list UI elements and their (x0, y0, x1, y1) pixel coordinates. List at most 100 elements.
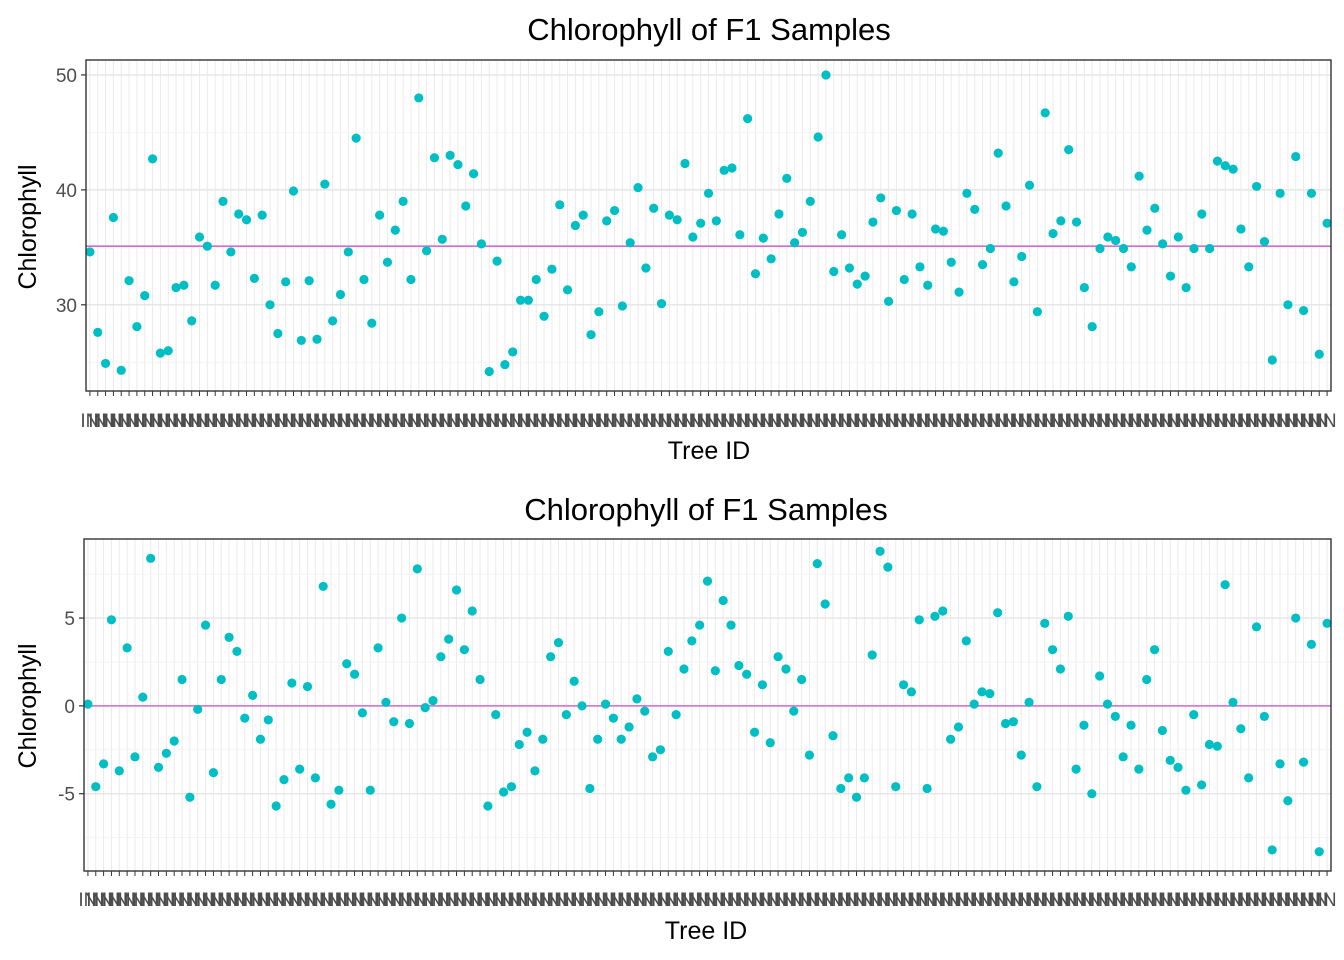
data-point (585, 783, 595, 794)
x-tick-label: IN (274, 890, 293, 911)
data-point (420, 703, 430, 713)
x-tick-label: IN (1012, 890, 1031, 911)
data-point (1220, 161, 1230, 171)
data-point (106, 615, 117, 625)
x-tick-label: IN (478, 890, 497, 911)
x-tick-label: IN (384, 890, 403, 911)
x-tick-label: IN (1043, 890, 1062, 911)
x-tick-label: IN (392, 890, 411, 911)
data-point (648, 752, 658, 762)
x-tick-label: IN (408, 890, 427, 911)
x-tick-label: IN (558, 411, 577, 432)
data-point (695, 620, 705, 630)
x-tick-label: IN (1083, 411, 1102, 432)
data-point (367, 318, 377, 328)
x-tick-label: IN (104, 411, 123, 432)
x-tick-label: IN (1098, 411, 1117, 432)
data-point (382, 257, 393, 267)
data-point (797, 227, 808, 237)
data-point (765, 738, 775, 748)
data-point (837, 230, 847, 240)
data-point (445, 150, 455, 160)
x-tick-label: IN (621, 411, 640, 432)
x-tick-label: IN (1075, 411, 1094, 432)
x-tick-label: IN (659, 890, 678, 911)
x-tick-label: IN (221, 411, 240, 432)
data-point (177, 674, 187, 685)
x-tick-label: IN (204, 890, 223, 911)
x-tick-label: IN (1255, 890, 1274, 911)
x-tick-label: IN (762, 411, 781, 432)
data-point (312, 334, 322, 344)
data-point (357, 708, 368, 718)
x-tick-label: IN (1286, 411, 1305, 432)
data-point (365, 785, 375, 795)
data-point (169, 736, 179, 746)
data-point (1095, 243, 1105, 254)
chart-title-2: Chlorophyll of F1 Samples (524, 492, 888, 527)
x-tick-label: IN (401, 411, 420, 432)
data-point (907, 209, 917, 219)
x-tick-label: IN (957, 890, 976, 911)
data-point (859, 773, 869, 783)
data-point (562, 285, 573, 295)
x-ticks-2: ININININININININININININININININININININ… (78, 871, 1337, 911)
data-point (193, 704, 203, 714)
x-tick-label: IN (910, 890, 929, 911)
data-point (1157, 725, 1167, 736)
x-tick-label: IN (315, 411, 334, 432)
data-point (1110, 711, 1120, 722)
x-tick-label: IN (933, 890, 952, 911)
x-tick-label: IN (1216, 411, 1235, 432)
x-tick-label: IN (1184, 890, 1203, 911)
data-point (265, 300, 275, 310)
y-tick-label: 0 (64, 697, 75, 718)
data-point (257, 210, 267, 220)
data-point (1251, 622, 1262, 632)
data-point (680, 158, 690, 169)
x-tick-label: IN (329, 890, 348, 911)
data-point (594, 307, 604, 317)
x-tick-label: IN (745, 890, 764, 911)
data-point (1252, 181, 1262, 192)
data-point (1228, 697, 1238, 707)
x-tick-label: IN (88, 411, 107, 432)
x-tick-label: IN (1114, 890, 1133, 911)
data-point (1314, 349, 1324, 359)
data-point (687, 636, 697, 646)
x-tick-label: IN (557, 890, 576, 911)
data-point (1267, 845, 1277, 855)
data-point (1009, 277, 1019, 287)
x-tick-label: IN (488, 411, 507, 432)
x-tick-label: IN (660, 411, 679, 432)
data-point (1244, 773, 1254, 783)
data-point (1126, 720, 1136, 730)
x-tick-label: IN (229, 411, 248, 432)
x-tick-label: IN (1059, 890, 1078, 911)
x-tick-label: IN (934, 411, 953, 432)
data-point (1017, 251, 1027, 262)
data-point (836, 783, 846, 794)
plot-area-2 (83, 538, 1332, 872)
data-point (625, 238, 635, 248)
data-point (914, 615, 924, 625)
data-point (467, 606, 477, 616)
x-tick-label: IN (1318, 411, 1337, 432)
x-tick-label: IN (1263, 411, 1282, 432)
x-tick-label: IN (1091, 411, 1110, 432)
data-point (993, 608, 1003, 618)
data-point (726, 620, 736, 630)
x-tick-label: IN (1106, 890, 1125, 911)
x-tick-label: IN (1137, 890, 1156, 911)
data-point (429, 153, 440, 163)
data-point (930, 611, 940, 621)
x-tick-label: IN (682, 890, 701, 911)
x-tick-label: IN (510, 890, 529, 911)
x-tick-label: IN (1294, 890, 1313, 911)
y-ticks-1: 30 40 50 (56, 66, 86, 317)
data-point (359, 274, 369, 285)
x-tick-label: IN (823, 890, 842, 911)
x-tick-label: IN (706, 890, 725, 911)
x-tick-label: IN (926, 411, 945, 432)
x-tick-label: IN (840, 411, 859, 432)
